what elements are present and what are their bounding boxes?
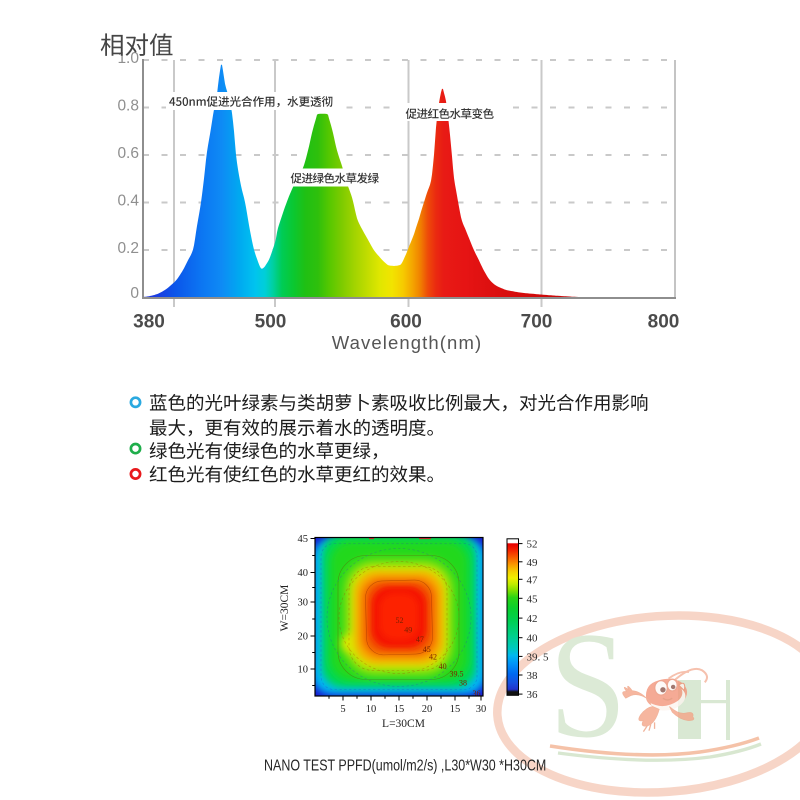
svg-text:0: 0 <box>130 285 139 302</box>
svg-text:5: 5 <box>340 704 345 715</box>
svg-text:15: 15 <box>450 704 461 715</box>
svg-text:NANO TEST PPFD(umol/m2/s) ,L30: NANO TEST PPFD(umol/m2/s) ,L30*W30 *H30C… <box>264 756 546 774</box>
svg-text:39. 5: 39. 5 <box>527 651 550 663</box>
svg-text:20: 20 <box>298 632 309 643</box>
svg-text:10: 10 <box>298 665 309 676</box>
svg-text:40: 40 <box>439 662 447 671</box>
svg-text:600: 600 <box>390 312 422 333</box>
svg-text:38: 38 <box>527 670 539 682</box>
svg-text:45: 45 <box>423 645 431 654</box>
svg-text:L=30CM: L=30CM <box>382 718 425 730</box>
svg-text:800: 800 <box>648 312 680 333</box>
svg-text:52: 52 <box>527 539 538 551</box>
svg-text:0.8: 0.8 <box>117 98 139 115</box>
svg-text:0.4: 0.4 <box>117 193 139 210</box>
svg-text:36: 36 <box>527 689 539 701</box>
svg-text:45: 45 <box>527 593 539 605</box>
svg-text:Wavelength(nm): Wavelength(nm) <box>332 332 482 353</box>
svg-text:30: 30 <box>476 704 487 715</box>
svg-text:20: 20 <box>422 704 433 715</box>
svg-text:10: 10 <box>366 704 377 715</box>
svg-text:0.6: 0.6 <box>117 145 139 162</box>
svg-text:49: 49 <box>527 557 539 569</box>
svg-text:45: 45 <box>298 534 309 545</box>
svg-text:39.5: 39.5 <box>450 670 464 679</box>
svg-text:W=30CM: W=30CM <box>279 585 291 632</box>
svg-text:380: 380 <box>133 312 165 333</box>
svg-text:42: 42 <box>527 613 538 625</box>
svg-text:52: 52 <box>396 616 404 625</box>
svg-text:700: 700 <box>521 312 553 333</box>
svg-text:30: 30 <box>298 598 309 609</box>
svg-text:47: 47 <box>527 574 539 586</box>
svg-text:49: 49 <box>404 626 412 635</box>
svg-text:S: S <box>549 601 627 770</box>
svg-text:47: 47 <box>416 635 424 644</box>
svg-text:0.2: 0.2 <box>117 240 139 257</box>
svg-text:15: 15 <box>394 704 405 715</box>
svg-text:40: 40 <box>527 633 539 645</box>
svg-text:1.0: 1.0 <box>117 50 139 67</box>
svg-text:42: 42 <box>429 653 437 662</box>
svg-text:500: 500 <box>255 312 287 333</box>
svg-text:36: 36 <box>473 689 481 698</box>
svg-text:38: 38 <box>459 679 467 688</box>
svg-text:40: 40 <box>298 568 309 579</box>
